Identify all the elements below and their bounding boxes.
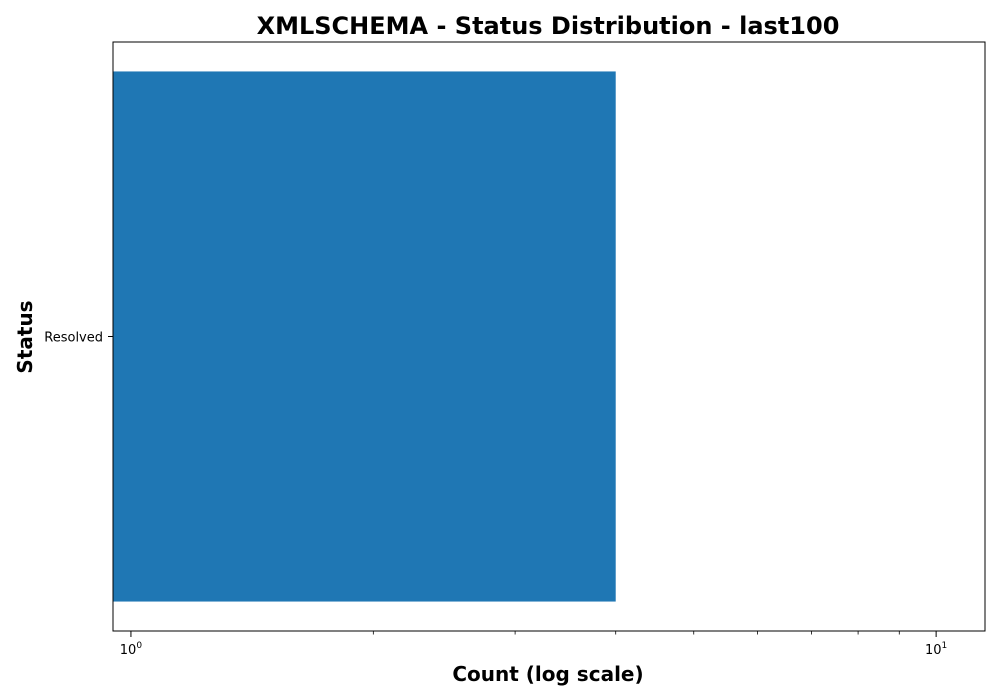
bar-resolved — [113, 71, 616, 602]
y-tick-label: Resolved — [44, 331, 103, 346]
y-axis-label: Status — [13, 300, 37, 373]
x-axis-label: Count (log scale) — [452, 662, 643, 686]
x-tick-label: 101 — [925, 641, 947, 658]
chart-title: XMLSCHEMA - Status Distribution - last10… — [257, 12, 840, 40]
x-tick-label: 100 — [120, 641, 143, 658]
plot-area: Resolved 100 101 — [44, 41, 986, 658]
